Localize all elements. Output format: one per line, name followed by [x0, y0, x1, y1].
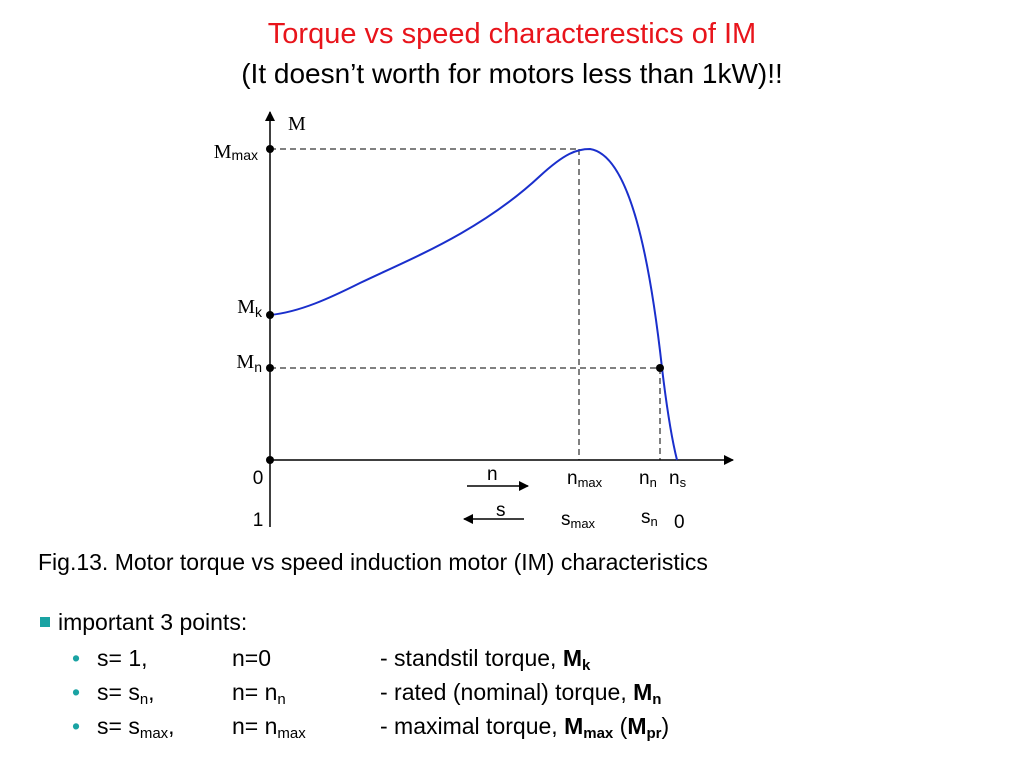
- point-mn: [266, 364, 274, 372]
- speed-value: n=0: [232, 645, 272, 671]
- points-heading: important 3 points:: [38, 609, 247, 636]
- label-mn: Mn: [236, 351, 262, 375]
- slip-value: s= sn,: [97, 679, 155, 708]
- point-mk: [266, 311, 274, 319]
- y-axis-label: M: [288, 113, 306, 135]
- label-nn: nn: [639, 468, 657, 490]
- point-mmax: [266, 145, 274, 153]
- slip-value: s= smax,: [97, 713, 175, 742]
- label-speed-zero: 0: [253, 468, 264, 489]
- torque-speed-diagram: M Mmax Mk Mn 0 nmax nn ns 1 smax sn 0 n …: [214, 111, 734, 533]
- page-title: Torque vs speed characterestics of IM: [267, 18, 757, 50]
- direction-n-label: n: [487, 464, 498, 485]
- speed-value: n= nmax: [232, 713, 306, 742]
- label-slip-one: 1: [253, 510, 264, 531]
- bullet-icon: •: [72, 645, 81, 671]
- page-subtitle: (It doesn’t worth for motors less than 1…: [241, 58, 783, 89]
- bullet-icon: •: [72, 713, 81, 739]
- figure-caption: Fig.13. Motor torque vs speed induction …: [38, 549, 708, 575]
- bullet-icon: •: [72, 679, 81, 705]
- label-mmax: Mmax: [214, 141, 258, 163]
- label-ns: ns: [669, 468, 687, 490]
- label-sn: sn: [641, 507, 658, 529]
- speed-value: n= nn: [232, 679, 286, 708]
- square-bullet-icon: [40, 617, 50, 628]
- slip-value: s= 1,: [97, 645, 148, 671]
- torque-description: - maximal torque, Mmax (Mpr): [380, 713, 670, 742]
- label-slip-zero: 0: [674, 512, 685, 533]
- torque-description: - standstil torque, Mk: [380, 645, 591, 674]
- torque-description: - rated (nominal) torque, Mn: [380, 679, 662, 708]
- label-mk: Mk: [237, 296, 263, 320]
- point-rated: [656, 364, 664, 372]
- point-origin: [266, 456, 274, 464]
- label-smax: smax: [561, 509, 596, 531]
- direction-s-label: s: [496, 500, 506, 521]
- label-nmax: nmax: [567, 468, 603, 490]
- torque-curve: [269, 147, 678, 461]
